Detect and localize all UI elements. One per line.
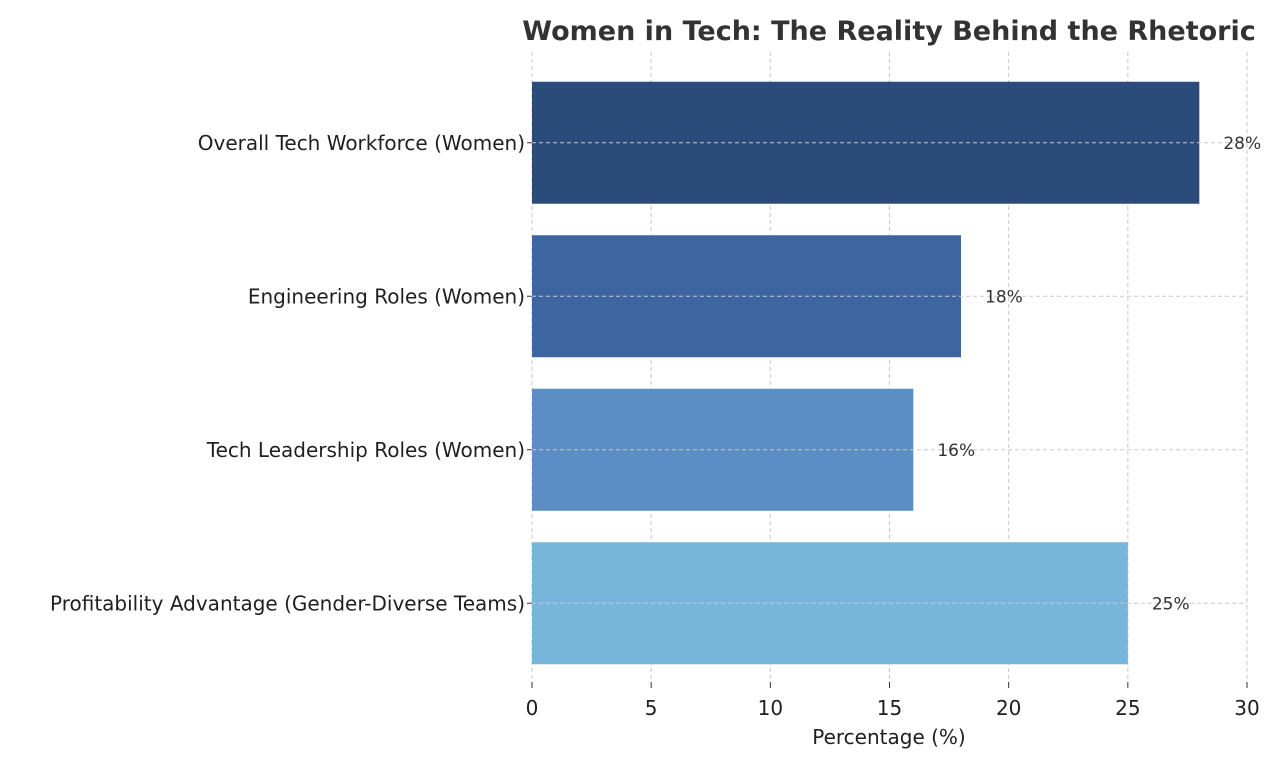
data-label-1: 28% [1223, 134, 1261, 154]
category-label-1: Overall Tech Workforce (Women) [198, 131, 525, 155]
x-axis-label: Percentage (%) [812, 725, 965, 749]
data-label-4: 25% [1152, 594, 1190, 614]
grid-overlay-layer [532, 142, 1247, 604]
x-tick-label-0: 0 [526, 696, 539, 720]
category-label-2: Engineering Roles (Women) [248, 284, 525, 308]
x-tick-label-30: 30 [1234, 696, 1259, 720]
data-label-3: 16% [937, 441, 975, 461]
x-tick-label-5: 5 [645, 696, 658, 720]
axis-layer: 0 5 10 15 20 25 30 [526, 142, 1260, 720]
x-tick-label-10: 10 [758, 696, 783, 720]
x-tick-label-20: 20 [996, 696, 1021, 720]
category-label-4: Profitability Advantage (Gender-Diverse … [50, 591, 525, 615]
bar-layer [532, 81, 1200, 665]
x-tick-label-15: 15 [877, 696, 902, 720]
category-label-3: Tech Leadership Roles (Women) [206, 438, 525, 462]
data-label-2: 18% [985, 287, 1023, 307]
chart-title: Women in Tech: The Reality Behind the Rh… [522, 16, 1255, 47]
x-tick-label-25: 25 [1115, 696, 1140, 720]
label-layer: Overall Tech Workforce (Women) 28% Enginee… [50, 131, 1261, 616]
